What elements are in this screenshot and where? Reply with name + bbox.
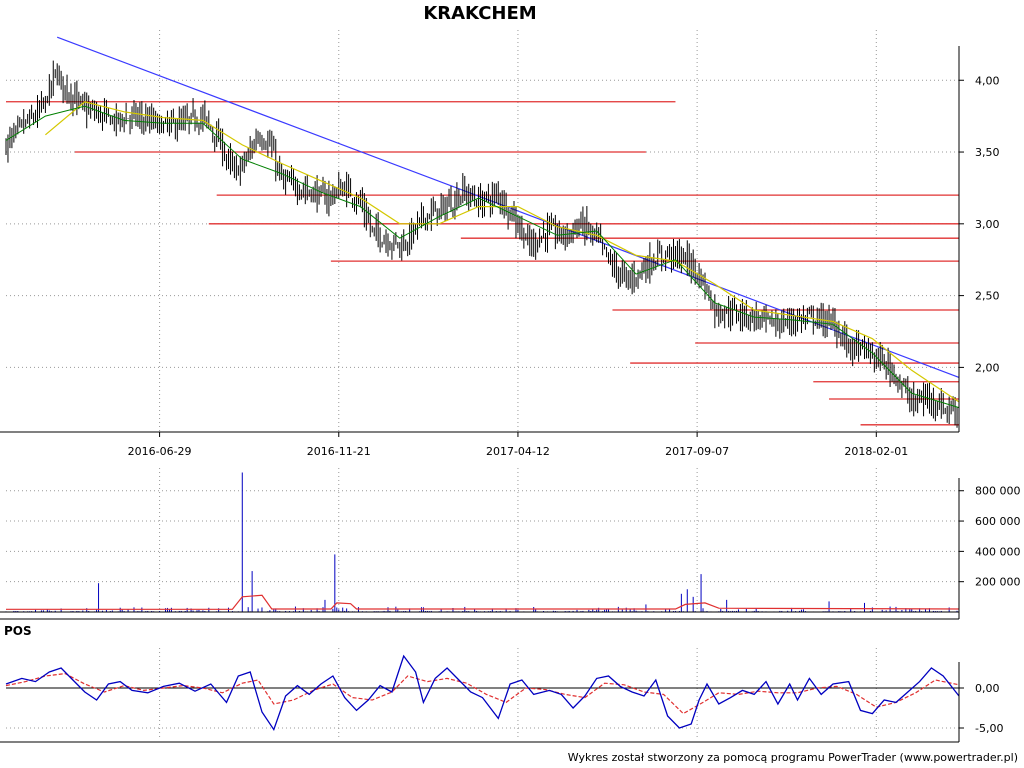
pos-signal-line [5,672,960,715]
horizontal-levels [6,101,959,426]
volume-y-tick-label: 400 000 [975,545,1021,558]
price-x-tick-label: 2017-04-12 [486,445,550,458]
volume-bars [5,472,960,612]
price-x-tick-label: 2018-02-01 [844,445,908,458]
price-y-tick-label: 3,50 [975,146,1000,159]
price-x-tick-label: 2016-06-29 [128,445,192,458]
price-x-tick-label: 2017-09-07 [665,445,729,458]
candles [5,60,960,428]
volume-axes [0,478,964,620]
chart-title: KRAKCHEM [423,3,536,24]
volume-grid [6,468,959,612]
volume-y-tick-labels: 800 000 600 000 400 000 200 000 [975,485,1021,589]
pos-line [5,654,960,732]
indicator-y-tick-labels: 0,00 -5,00 [975,682,1003,735]
volume-y-tick-label: 600 000 [975,515,1021,528]
trendline-segment [56,36,960,379]
price-y-tick-label: 2,50 [975,290,1000,303]
price-x-tick-label: 2016-11-21 [307,445,371,458]
trendline [56,36,960,379]
price-axes [0,46,964,437]
volume-y-tick-label: 200 000 [975,576,1021,589]
price-y-tick-labels: 4,00 3,50 3,00 2,50 2,00 [975,74,1000,374]
footer-credit: Wykres został stworzony za pomocą progra… [568,751,1018,764]
indicator-panel: POS 0,00 -5,00 [0,624,1003,743]
indicator-grid [6,648,959,740]
volume-average-line [6,594,960,610]
indicator-axes [0,662,964,743]
price-y-tick-label: 4,00 [975,74,1000,87]
volume-panel: 800 000 600 000 400 000 200 000 [0,468,1021,620]
volume-y-tick-label: 800 000 [975,485,1021,498]
price-x-tick-labels: 2016-06-29 2016-11-21 2017-04-12 2017-09-07… [128,445,909,458]
price-panel: 4,00 3,50 3,00 2,50 2,00 2016-06-29 2016-11-2… [0,30,1000,458]
indicator-y-tick-label: 0,00 [975,682,1000,695]
sma-long-line [45,101,960,403]
price-grid [6,30,959,432]
sma-short-line [5,105,960,409]
price-y-tick-label: 3,00 [975,218,1000,231]
indicator-y-tick-label: -5,00 [975,722,1003,735]
price-y-tick-label: 2,00 [975,361,1000,374]
indicator-label: POS [4,624,32,638]
